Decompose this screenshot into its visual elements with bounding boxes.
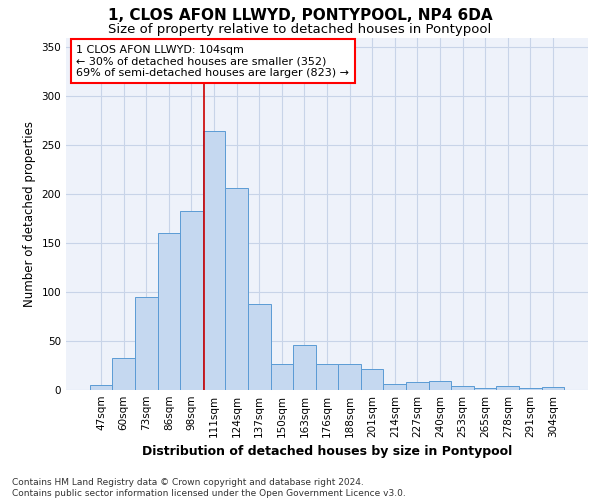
Bar — [135, 297, 158, 390]
Text: 1 CLOS AFON LLWYD: 104sqm
← 30% of detached houses are smaller (352)
69% of semi: 1 CLOS AFON LLWYD: 104sqm ← 30% of detac… — [76, 44, 349, 78]
Bar — [226, 188, 248, 390]
Bar — [316, 364, 338, 390]
Bar — [519, 388, 542, 390]
Bar — [271, 364, 293, 390]
Bar — [496, 386, 519, 390]
Bar — [112, 358, 135, 390]
Bar — [338, 364, 361, 390]
Bar — [90, 385, 112, 390]
Bar — [383, 384, 406, 390]
Bar — [406, 382, 428, 390]
Text: Contains HM Land Registry data © Crown copyright and database right 2024.
Contai: Contains HM Land Registry data © Crown c… — [12, 478, 406, 498]
Bar — [180, 211, 203, 390]
Bar — [203, 130, 226, 390]
Bar — [248, 304, 271, 390]
Bar — [474, 388, 496, 390]
Bar — [451, 386, 474, 390]
Y-axis label: Number of detached properties: Number of detached properties — [23, 120, 36, 306]
Bar — [361, 370, 383, 390]
Bar — [293, 345, 316, 390]
Bar — [428, 381, 451, 390]
Bar — [158, 234, 180, 390]
Bar — [542, 387, 564, 390]
Text: 1, CLOS AFON LLWYD, PONTYPOOL, NP4 6DA: 1, CLOS AFON LLWYD, PONTYPOOL, NP4 6DA — [107, 8, 493, 22]
Text: Size of property relative to detached houses in Pontypool: Size of property relative to detached ho… — [109, 22, 491, 36]
X-axis label: Distribution of detached houses by size in Pontypool: Distribution of detached houses by size … — [142, 446, 512, 458]
